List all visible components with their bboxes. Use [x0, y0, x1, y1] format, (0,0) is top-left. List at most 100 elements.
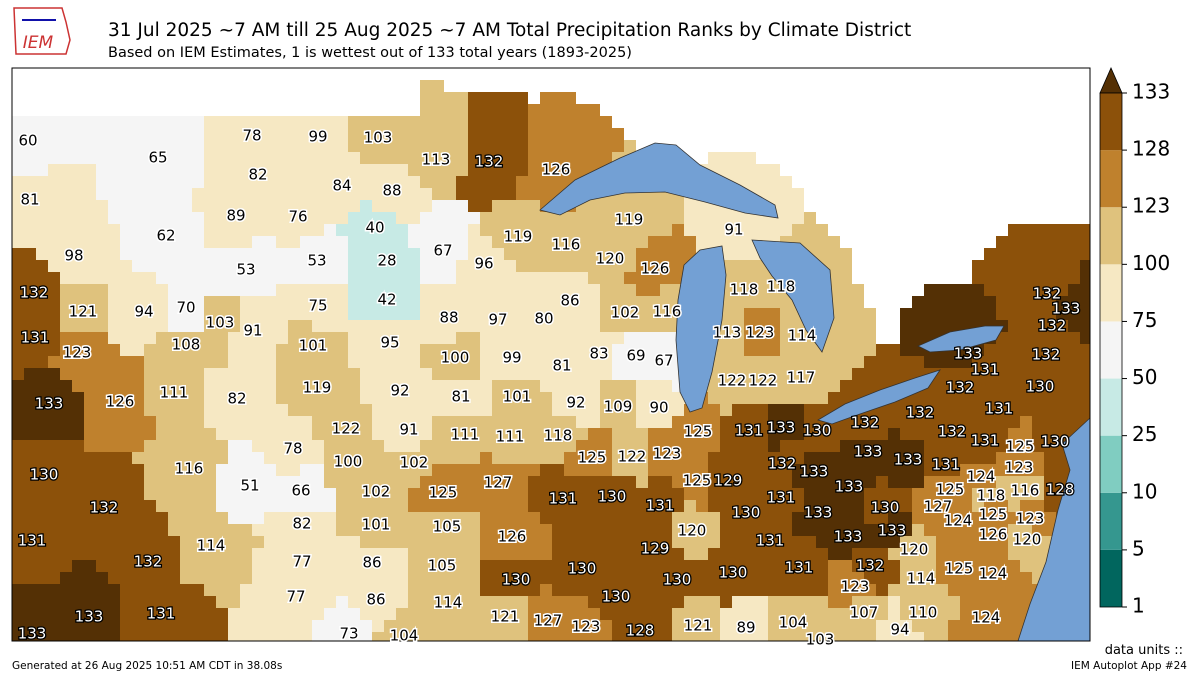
- district-cell: [168, 620, 180, 632]
- district-cell: [756, 440, 768, 452]
- district-cell: [792, 536, 804, 548]
- generated-note: Generated at 26 Aug 2025 10:51 AM CDT in…: [12, 660, 282, 672]
- district-cell: [648, 308, 660, 320]
- district-cell: [792, 512, 804, 524]
- district-cell: [24, 536, 36, 548]
- district-cell: [372, 344, 384, 356]
- district-cell: [444, 524, 456, 536]
- district-rank: 28: [377, 252, 396, 270]
- district-cell: [768, 512, 780, 524]
- district-cell: [48, 596, 60, 608]
- district-cell: [732, 440, 744, 452]
- district-cell: [60, 560, 72, 572]
- district-cell: [1008, 416, 1020, 428]
- district-cell: [48, 152, 60, 164]
- district-cell: [204, 116, 216, 128]
- district-cell: [468, 92, 480, 104]
- district-cell: [624, 332, 636, 344]
- district-cell: [420, 488, 432, 500]
- district-cell: [852, 584, 864, 596]
- district-cell: [996, 416, 1008, 428]
- district-cell: [384, 296, 396, 308]
- district-cell: [72, 140, 84, 152]
- district-cell: [372, 428, 384, 440]
- district-cell: [828, 260, 840, 272]
- district-cell: [396, 392, 408, 404]
- district-cell: [804, 212, 816, 224]
- district-cell: [924, 500, 936, 512]
- district-cell: [588, 596, 600, 608]
- district-cell: [684, 632, 696, 641]
- district-cell: [948, 632, 960, 641]
- district-cell: [288, 452, 300, 464]
- district-cell: [456, 512, 468, 524]
- district-cell: [528, 140, 540, 152]
- district-cell: [60, 272, 72, 284]
- district-cell: [372, 452, 384, 464]
- district-cell: [888, 608, 900, 620]
- district-cell: [708, 440, 720, 452]
- district-cell: [852, 464, 864, 476]
- district-cell: [84, 440, 96, 452]
- district-cell: [492, 536, 504, 548]
- district-cell: [252, 356, 264, 368]
- district-cell: [156, 260, 168, 272]
- district-cell: [216, 584, 228, 596]
- district-cell: [120, 116, 132, 128]
- district-cell: [228, 356, 240, 368]
- district-cell: [1068, 344, 1080, 356]
- district-cell: [72, 116, 84, 128]
- district-cell: [360, 476, 372, 488]
- district-cell: [540, 440, 552, 452]
- district-cell: [624, 260, 636, 272]
- district-cell: [552, 428, 564, 440]
- district-cell: [696, 524, 708, 536]
- district-cell: [144, 476, 156, 488]
- district-cell: [360, 308, 372, 320]
- district-cell: [648, 260, 660, 272]
- district-cell: [276, 224, 288, 236]
- district-cell: [276, 128, 288, 140]
- district-cell: [984, 488, 996, 500]
- district-cell: [108, 428, 120, 440]
- district-cell: [48, 296, 60, 308]
- district-cell: [420, 416, 432, 428]
- district-cell: [756, 464, 768, 476]
- district-cell: [708, 500, 720, 512]
- district-cell: [1044, 488, 1056, 500]
- district-cell: [132, 380, 144, 392]
- district-cell: [504, 308, 516, 320]
- district-cell: [504, 392, 516, 404]
- district-cell: [636, 224, 648, 236]
- district-cell: [156, 404, 168, 416]
- district-cell: [228, 548, 240, 560]
- district-cell: [96, 140, 108, 152]
- district-cell: [324, 620, 336, 632]
- district-cell: [828, 368, 840, 380]
- district-cell: [168, 152, 180, 164]
- district-cell: [912, 548, 924, 560]
- district-cell: [372, 608, 384, 620]
- district-cell: [540, 464, 552, 476]
- district-cell: [552, 296, 564, 308]
- district-cell: [972, 524, 984, 536]
- district-cell: [240, 128, 252, 140]
- district-cell: [936, 284, 948, 296]
- district-cell: [168, 308, 180, 320]
- district-cell: [360, 188, 372, 200]
- district-cell: [516, 524, 528, 536]
- district-cell: [48, 620, 60, 632]
- district-cell: [12, 536, 24, 548]
- district-cell: [420, 176, 432, 188]
- district-cell: [528, 596, 540, 608]
- district-cell: [924, 296, 936, 308]
- district-cell: [804, 368, 816, 380]
- district-cell: [336, 368, 348, 380]
- district-cell: [504, 620, 516, 632]
- district-cell: [1056, 308, 1068, 320]
- district-cell: [540, 344, 552, 356]
- district-cell: [180, 212, 192, 224]
- district-cell: [492, 596, 504, 608]
- district-cell: [876, 476, 888, 488]
- district-cell: [84, 212, 96, 224]
